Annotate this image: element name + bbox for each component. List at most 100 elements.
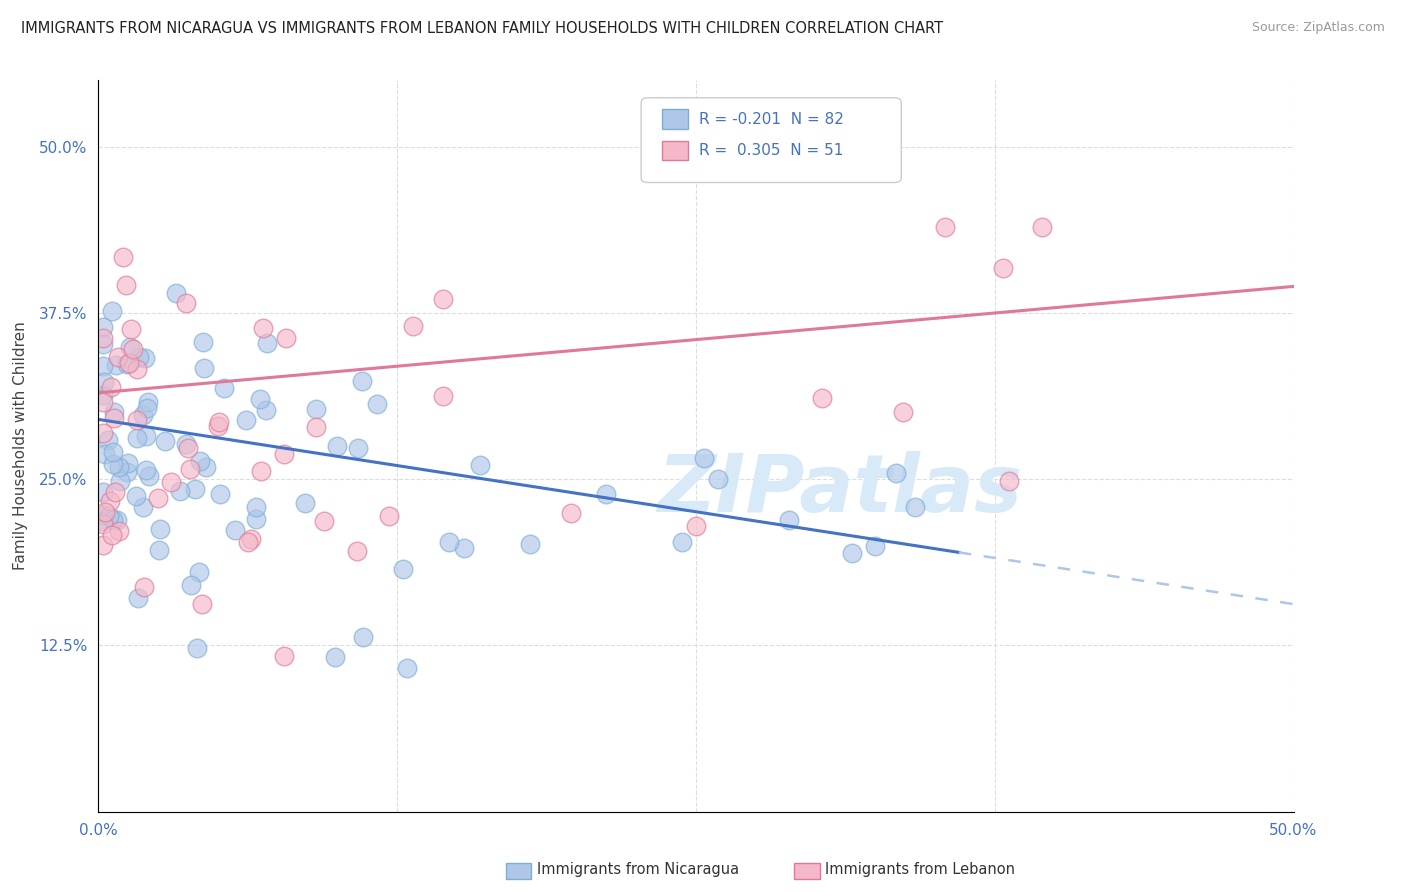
Point: [91, 517, 114, 532]
Point: [519, 537, 541, 551]
Point: [97, 434, 120, 448]
Point: [778, 513, 800, 527]
Point: [107, 350, 129, 364]
Point: [101, 304, 124, 318]
Point: [245, 500, 267, 514]
Point: [1031, 219, 1053, 234]
Point: [391, 562, 413, 576]
Point: [127, 591, 149, 605]
Point: [134, 351, 156, 366]
Point: [191, 335, 214, 350]
Text: ZIPatlas: ZIPatlas: [657, 450, 1022, 529]
Point: [104, 485, 127, 500]
Point: [212, 381, 235, 395]
Point: [350, 374, 373, 388]
Point: [352, 630, 374, 644]
Point: [195, 459, 218, 474]
Text: Immigrants from Lebanon: Immigrants from Lebanon: [825, 863, 1015, 877]
Point: [453, 541, 475, 555]
Point: [273, 447, 295, 461]
Point: [249, 392, 271, 407]
Point: [432, 292, 454, 306]
Point: [91, 514, 114, 528]
Point: [103, 445, 125, 459]
Point: [180, 578, 202, 592]
Point: [305, 420, 328, 434]
Point: [179, 462, 201, 476]
Point: [111, 250, 134, 264]
Point: [432, 389, 454, 403]
Point: [127, 413, 149, 427]
Point: [250, 464, 273, 478]
Point: [998, 474, 1021, 488]
Point: [91, 331, 114, 345]
Point: [904, 500, 927, 515]
Point: [366, 397, 388, 411]
Point: [149, 522, 172, 536]
Text: IMMIGRANTS FROM NICARAGUA VS IMMIGRANTS FROM LEBANON FAMILY HOUSEHOLDS WITH CHIL: IMMIGRANTS FROM NICARAGUA VS IMMIGRANTS …: [21, 21, 943, 36]
Point: [103, 404, 125, 418]
Point: [108, 475, 131, 489]
Text: R =  0.305  N = 51: R = 0.305 N = 51: [699, 143, 844, 158]
Y-axis label: Family Households with Children: Family Households with Children: [13, 322, 28, 570]
Point: [105, 513, 128, 527]
Point: [91, 539, 114, 553]
Point: [294, 495, 316, 509]
Point: [135, 429, 157, 443]
Point: [91, 484, 114, 499]
Point: [93, 505, 115, 519]
Point: [174, 437, 197, 451]
Point: [174, 295, 197, 310]
Point: [245, 512, 267, 526]
Point: [346, 544, 368, 558]
Text: R = -0.201  N = 82: R = -0.201 N = 82: [699, 112, 844, 127]
Point: [437, 535, 460, 549]
Point: [91, 426, 114, 441]
Point: [685, 518, 707, 533]
Point: [693, 450, 716, 465]
Point: [305, 401, 328, 416]
Point: [101, 458, 124, 472]
Point: [98, 494, 121, 508]
Point: [671, 535, 693, 549]
Point: [132, 408, 155, 422]
Point: [224, 523, 246, 537]
Point: [560, 506, 582, 520]
Point: [207, 415, 229, 429]
Point: [125, 489, 148, 503]
Point: [122, 343, 145, 357]
Point: [207, 418, 229, 433]
Point: [128, 350, 150, 364]
Point: [135, 401, 157, 415]
Point: [470, 458, 492, 473]
Point: [108, 460, 131, 475]
Point: [884, 466, 907, 480]
Point: [148, 543, 170, 558]
Point: [115, 357, 138, 371]
Point: [136, 395, 159, 409]
Point: [127, 431, 149, 445]
Point: [707, 472, 730, 486]
Point: [240, 533, 263, 547]
Point: [841, 546, 863, 560]
Point: [238, 534, 260, 549]
Point: [378, 508, 401, 523]
Point: [91, 359, 114, 373]
Point: [120, 340, 142, 354]
Point: [91, 388, 114, 402]
Point: [169, 483, 191, 498]
Point: [104, 358, 127, 372]
Point: [127, 362, 149, 376]
Point: [184, 483, 207, 497]
Point: [91, 319, 114, 334]
Point: [176, 442, 198, 456]
Point: [91, 394, 114, 409]
Point: [135, 463, 157, 477]
Point: [93, 375, 115, 389]
Point: [186, 641, 208, 656]
Point: [93, 508, 115, 522]
Point: [187, 566, 209, 580]
Point: [396, 661, 419, 675]
Point: [101, 528, 124, 542]
Point: [193, 360, 215, 375]
